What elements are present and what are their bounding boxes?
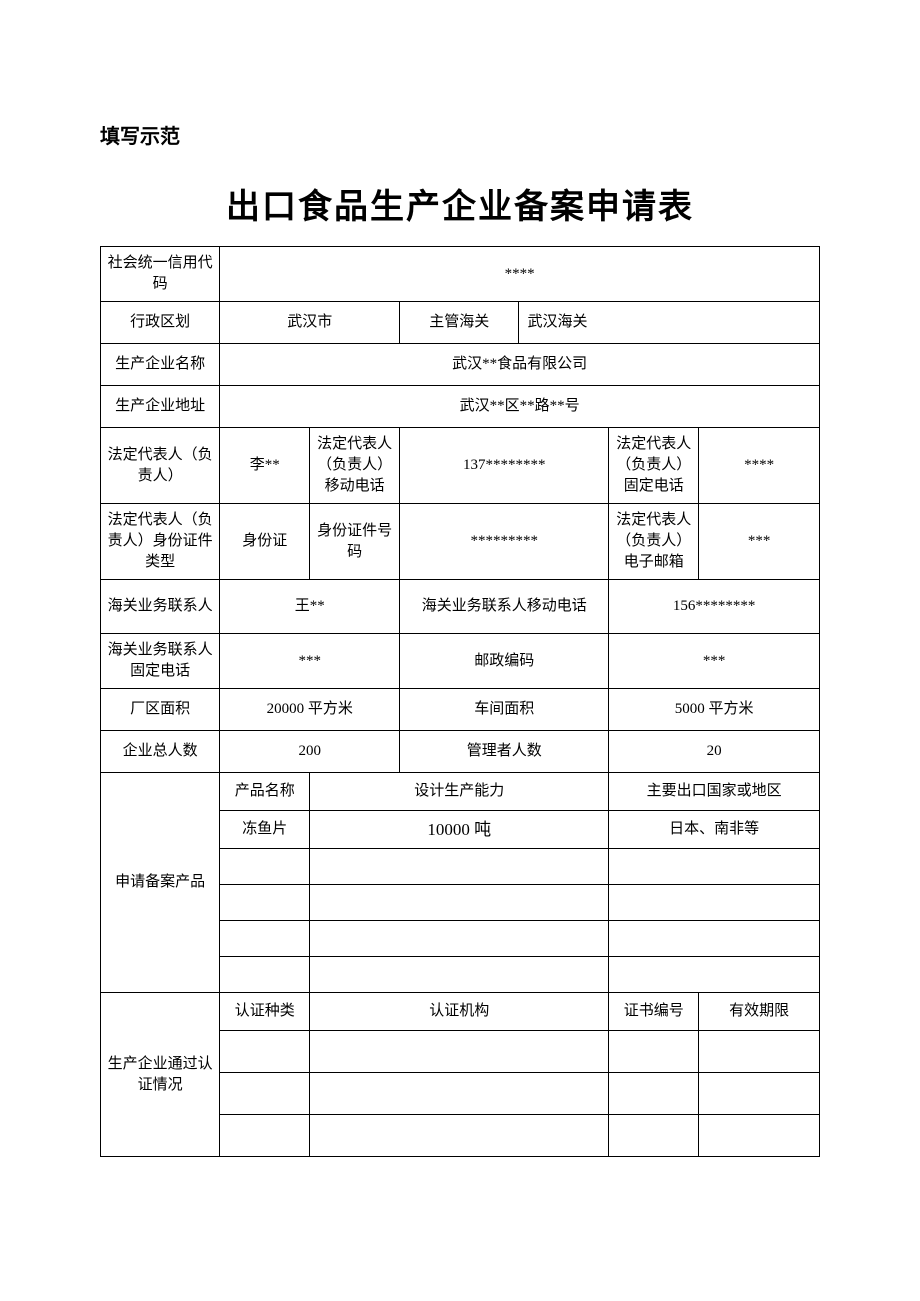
table-row <box>609 1115 699 1157</box>
table-row <box>310 849 609 885</box>
label-legal-rep-id-type: 法定代表人（负责人）身份证件类型 <box>101 504 220 580</box>
example-label: 填写示范 <box>100 120 820 149</box>
label-legal-rep: 法定代表人（负责人） <box>101 428 220 504</box>
application-form-table: 社会统一信用代码 **** 行政区划 武汉市 主管海关 武汉海关 生产企业名称 … <box>100 246 820 1157</box>
value-customs-contact: 王** <box>220 580 400 634</box>
table-row <box>699 1115 820 1157</box>
label-product-name: 产品名称 <box>220 773 310 811</box>
table-row <box>220 1115 310 1157</box>
table-row <box>310 921 609 957</box>
value-legal-rep-email: *** <box>699 504 820 580</box>
label-design-capacity: 设计生产能力 <box>310 773 609 811</box>
table-row <box>609 957 820 993</box>
label-export-countries: 主要出口国家或地区 <box>609 773 820 811</box>
table-row <box>609 1073 699 1115</box>
value-social-credit-code: **** <box>220 247 820 302</box>
label-cert-valid: 有效期限 <box>699 993 820 1031</box>
label-factory-area: 厂区面积 <box>101 689 220 731</box>
label-postal-code: 邮政编码 <box>400 634 609 689</box>
value-legal-rep-fixed: **** <box>699 428 820 504</box>
label-legal-rep-mobile: 法定代表人（负责人）移动电话 <box>310 428 400 504</box>
label-apply-products: 申请备案产品 <box>101 773 220 993</box>
value-legal-rep: 李** <box>220 428 310 504</box>
table-row <box>609 1031 699 1073</box>
label-cert-org: 认证机构 <box>310 993 609 1031</box>
value-total-staff: 200 <box>220 731 400 773</box>
label-cert-no: 证书编号 <box>609 993 699 1031</box>
label-id-card-number: 身份证件号码 <box>310 504 400 580</box>
table-row <box>310 1073 609 1115</box>
table-row <box>220 1073 310 1115</box>
label-customs-contact-fixed: 海关业务联系人固定电话 <box>101 634 220 689</box>
label-customs-contact-mobile: 海关业务联系人移动电话 <box>400 580 609 634</box>
value-design-capacity: 10000 吨 <box>310 811 609 849</box>
label-cert-type: 认证种类 <box>220 993 310 1031</box>
value-customs-contact-mobile: 156******** <box>609 580 820 634</box>
table-row <box>220 957 310 993</box>
value-enterprise-name: 武汉**食品有限公司 <box>220 344 820 386</box>
table-row <box>609 849 820 885</box>
value-id-card-number: ********* <box>400 504 609 580</box>
label-legal-rep-email: 法定代表人（负责人）电子邮箱 <box>609 504 699 580</box>
table-row <box>220 921 310 957</box>
table-row <box>220 885 310 921</box>
value-postal-code: *** <box>609 634 820 689</box>
value-competent-customs: 武汉海关 <box>519 302 820 344</box>
value-enterprise-address: 武汉**区**路**号 <box>220 386 820 428</box>
value-product-name: 冻鱼片 <box>220 811 310 849</box>
table-row <box>310 957 609 993</box>
label-workshop-area: 车间面积 <box>400 689 609 731</box>
value-factory-area: 20000 平方米 <box>220 689 400 731</box>
table-row <box>699 1031 820 1073</box>
label-competent-customs: 主管海关 <box>400 302 519 344</box>
table-row <box>310 1031 609 1073</box>
label-legal-rep-fixed: 法定代表人（负责人）固定电话 <box>609 428 699 504</box>
label-enterprise-address: 生产企业地址 <box>101 386 220 428</box>
table-row <box>310 885 609 921</box>
label-enterprise-name: 生产企业名称 <box>101 344 220 386</box>
value-workshop-area: 5000 平方米 <box>609 689 820 731</box>
value-legal-rep-mobile: 137******** <box>400 428 609 504</box>
label-admin-region: 行政区划 <box>101 302 220 344</box>
label-total-staff: 企业总人数 <box>101 731 220 773</box>
table-row <box>220 1031 310 1073</box>
value-admin-region: 武汉市 <box>220 302 400 344</box>
value-managers: 20 <box>609 731 820 773</box>
table-row <box>310 1115 609 1157</box>
value-customs-contact-fixed: *** <box>220 634 400 689</box>
table-row <box>220 849 310 885</box>
table-row <box>609 885 820 921</box>
label-managers: 管理者人数 <box>400 731 609 773</box>
label-certification: 生产企业通过认证情况 <box>101 993 220 1157</box>
value-export-countries: 日本、南非等 <box>609 811 820 849</box>
label-social-credit-code: 社会统一信用代码 <box>101 247 220 302</box>
table-row <box>699 1073 820 1115</box>
label-customs-contact: 海关业务联系人 <box>101 580 220 634</box>
table-row <box>609 921 820 957</box>
value-legal-rep-id-type: 身份证 <box>220 504 310 580</box>
form-title: 出口食品生产企业备案申请表 <box>100 179 820 228</box>
